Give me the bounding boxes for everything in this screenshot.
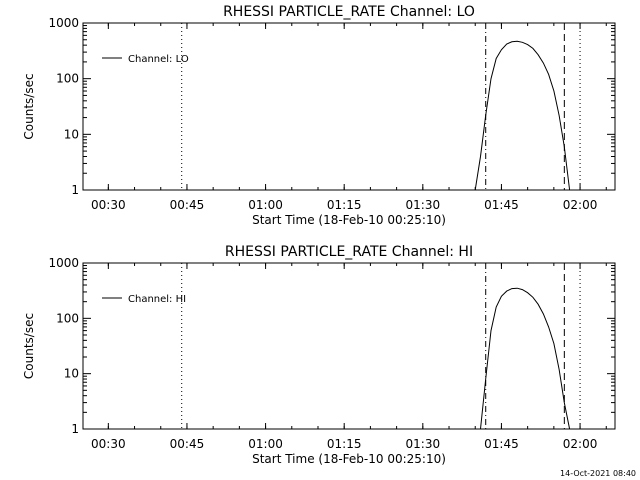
chart-panel-hi: RHESSI PARTICLE_RATE Channel: HI 00:30 00:…	[22, 244, 616, 466]
plot-frame	[82, 262, 616, 430]
x-axis-label: Start Time (18-Feb-10 00:25:10)	[252, 452, 446, 466]
y-tick-label: 10	[64, 367, 79, 381]
footer-timestamp: 14-Oct-2021 08:40	[560, 469, 636, 478]
y-tick-label: 1000	[48, 256, 79, 270]
chart-panel-lo: RHESSI PARTICLE_RATE Channel: LO 00:30 00:…	[22, 4, 616, 227]
y-axis-label: Counts/sec	[22, 73, 36, 139]
x-tick-label: 00:45	[170, 437, 205, 451]
x-tick-label: 01:15	[327, 437, 362, 451]
x-tick-label: 00:30	[91, 437, 126, 451]
x-tick-label: 02:00	[563, 198, 598, 212]
x-axis-label: Start Time (18-Feb-10 00:25:10)	[252, 213, 446, 227]
x-tick-label: 01:30	[406, 198, 441, 212]
x-tick-label: 01:45	[484, 437, 519, 451]
series-line	[480, 287, 571, 430]
legend-label: Channel: LO	[128, 54, 189, 65]
x-tick-label: 01:30	[406, 437, 441, 451]
x-tick-label: 00:45	[170, 198, 205, 212]
y-tick-label: 100	[56, 311, 79, 325]
chart-title: RHESSI PARTICLE_RATE Channel: LO	[223, 4, 475, 20]
x-tick-label: 02:00	[563, 437, 598, 451]
legend-label: Channel: HI	[128, 294, 186, 305]
y-tick-label: 1	[71, 422, 79, 436]
y-tick-label: 10	[64, 127, 79, 141]
plot-frame	[82, 22, 616, 191]
y-axis-label: Counts/sec	[22, 313, 36, 379]
x-tick-label: 01:45	[484, 198, 519, 212]
y-tick-label: 100	[56, 72, 79, 86]
chart-title: RHESSI PARTICLE_RATE Channel: HI	[225, 244, 473, 260]
x-tick-label: 01:15	[327, 198, 362, 212]
x-tick-label: 00:30	[91, 198, 126, 212]
x-tick-label: 01:00	[248, 198, 283, 212]
y-tick-label: 1000	[48, 16, 79, 30]
x-tick-label: 01:00	[248, 437, 283, 451]
y-tick-label: 1	[71, 183, 79, 197]
series-line	[474, 40, 571, 191]
